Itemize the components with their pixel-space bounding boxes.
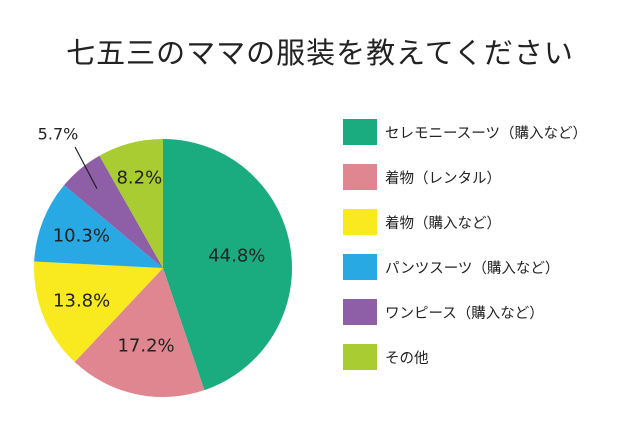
- legend-swatch: [343, 119, 377, 145]
- legend-item: 着物（レンタル）: [343, 164, 633, 190]
- slice-value-label: 5.7%: [38, 125, 79, 144]
- leader-line: [74, 146, 98, 189]
- pie-slice: [64, 155, 163, 268]
- legend-label: セレモニースーツ（購入など）: [385, 125, 587, 142]
- legend-swatch: [343, 344, 377, 370]
- chart-title: 七五三のママの服装を教えてください: [66, 36, 574, 70]
- slice-value-label: 8.2%: [116, 168, 162, 189]
- legend-swatch: [343, 299, 377, 325]
- legend-label: 着物（購入など）: [385, 215, 501, 232]
- legend-swatch: [343, 254, 377, 280]
- slice-value-label: 44.8%: [208, 245, 265, 266]
- pie-slice: [99, 139, 163, 268]
- pie-slice: [34, 185, 163, 268]
- legend-item: その他: [343, 344, 633, 370]
- legend-label: 着物（レンタル）: [385, 170, 501, 187]
- legend-swatch: [343, 209, 377, 235]
- legend-label: パンツスーツ（購入など）: [385, 260, 560, 277]
- legend: セレモニースーツ（購入など） 着物（レンタル） 着物（購入など） パンツスーツ（購入な…: [343, 119, 633, 389]
- legend-label: ワンピース（購入など）: [385, 305, 544, 322]
- legend-item: パンツスーツ（購入など）: [343, 254, 633, 280]
- legend-label: その他: [385, 350, 429, 367]
- slice-value-label: 10.3%: [53, 225, 110, 246]
- slice-value-label: 17.2%: [117, 336, 174, 357]
- legend-item: ワンピース（購入など）: [343, 299, 633, 325]
- legend-item: 着物（購入など）: [343, 209, 633, 235]
- legend-swatch: [343, 164, 377, 190]
- pie-slice: [34, 261, 164, 363]
- pie-slice: [163, 139, 292, 391]
- legend-item: セレモニースーツ（購入など）: [343, 119, 633, 145]
- slice-value-label: 13.8%: [53, 290, 110, 311]
- pie-slice: [74, 268, 205, 398]
